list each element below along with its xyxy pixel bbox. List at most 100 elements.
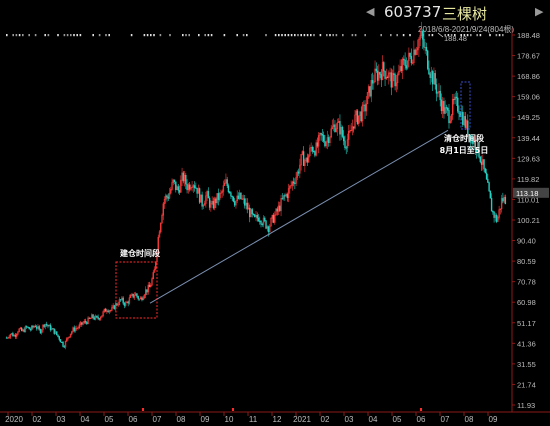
candle [256, 212, 258, 222]
candle [439, 85, 441, 107]
candle [281, 193, 284, 200]
candle [419, 28, 421, 47]
candle [220, 189, 222, 199]
candle [193, 181, 196, 192]
candle [309, 144, 311, 158]
x-tick-label: 04 [369, 415, 378, 424]
candle [131, 292, 133, 297]
candle [175, 181, 177, 193]
candle [285, 192, 287, 197]
indicator-dot [460, 34, 462, 37]
y-tick-label: 31.55 [517, 360, 536, 369]
candle [467, 114, 469, 139]
annotations-group: 建仓时间段 清仓时间段 8月1日至5日 [119, 133, 488, 258]
candle [93, 315, 96, 321]
candle [239, 189, 241, 201]
candle [346, 133, 349, 153]
high-price-marker: 188.48 [437, 32, 467, 43]
candle [177, 183, 179, 194]
candle [17, 330, 19, 336]
stock-code: 603737 [384, 3, 442, 21]
candle [168, 187, 171, 200]
candle [374, 60, 376, 83]
candle [83, 319, 86, 325]
y-tick-label: 90.40 [517, 237, 536, 246]
candle [63, 344, 65, 349]
indicator-dot [463, 34, 466, 37]
candle [145, 286, 147, 299]
x-tick-label: 09 [201, 415, 210, 424]
candle [499, 208, 502, 215]
y-tick-label: 149.25 [517, 113, 540, 122]
candle [249, 204, 251, 223]
candles-group [5, 21, 507, 350]
candle [487, 173, 489, 183]
indicator-dot [185, 34, 187, 37]
candle [294, 178, 296, 190]
candle [453, 93, 455, 105]
candle [172, 179, 174, 186]
candle [312, 146, 315, 153]
candle [495, 213, 498, 224]
candle [280, 194, 282, 217]
candle [227, 183, 230, 194]
candle [300, 154, 302, 171]
x-tick-label: 04 [81, 415, 90, 424]
triangle-right-icon[interactable]: ▶ [535, 5, 544, 18]
candle [64, 340, 67, 350]
indicator-dot [364, 34, 366, 37]
candle [52, 328, 54, 330]
candle [22, 328, 24, 332]
candle [458, 105, 460, 121]
candle [383, 61, 385, 77]
high-price-label: 188.48 [444, 34, 467, 43]
candle [223, 179, 226, 186]
indicator-dot [319, 34, 322, 37]
candle [389, 67, 391, 82]
candle [415, 46, 418, 56]
candle [275, 208, 277, 216]
candle [317, 132, 320, 154]
y-tick-label: 168.86 [517, 72, 540, 81]
candle [447, 106, 449, 116]
indicator-dot [47, 34, 50, 37]
y-tick-label: 129.63 [517, 154, 540, 163]
candle [62, 341, 64, 348]
candle [31, 325, 33, 331]
candle [335, 123, 337, 133]
candle [153, 266, 156, 273]
triangle-left-icon[interactable]: ◀ [366, 5, 375, 18]
candle [47, 324, 49, 329]
candle [39, 328, 42, 334]
candle [503, 194, 505, 204]
indicator-dots-row [6, 34, 504, 37]
candle [255, 210, 257, 222]
indicator-dot [236, 34, 238, 37]
candle [270, 217, 272, 227]
candle [205, 191, 207, 208]
candle [88, 317, 91, 320]
candle [494, 212, 497, 222]
candle [86, 321, 88, 326]
candle [359, 111, 361, 123]
candle [430, 66, 433, 83]
candle [225, 173, 227, 184]
candle [262, 215, 265, 228]
y-tick-label: 110.01 [517, 195, 539, 204]
candle [46, 321, 48, 327]
indicator-dot [150, 34, 152, 37]
candle [432, 69, 434, 92]
sell-period-label: 清仓时间段 [444, 133, 484, 143]
candle [216, 193, 218, 205]
candle [32, 324, 34, 330]
indicator-dot [12, 34, 14, 37]
candle [33, 325, 35, 328]
candle [109, 309, 112, 313]
candle [202, 203, 205, 210]
candle [440, 93, 443, 115]
candle [438, 83, 440, 98]
candle [448, 103, 450, 129]
indicator-dot [310, 34, 312, 37]
candle [176, 184, 178, 190]
